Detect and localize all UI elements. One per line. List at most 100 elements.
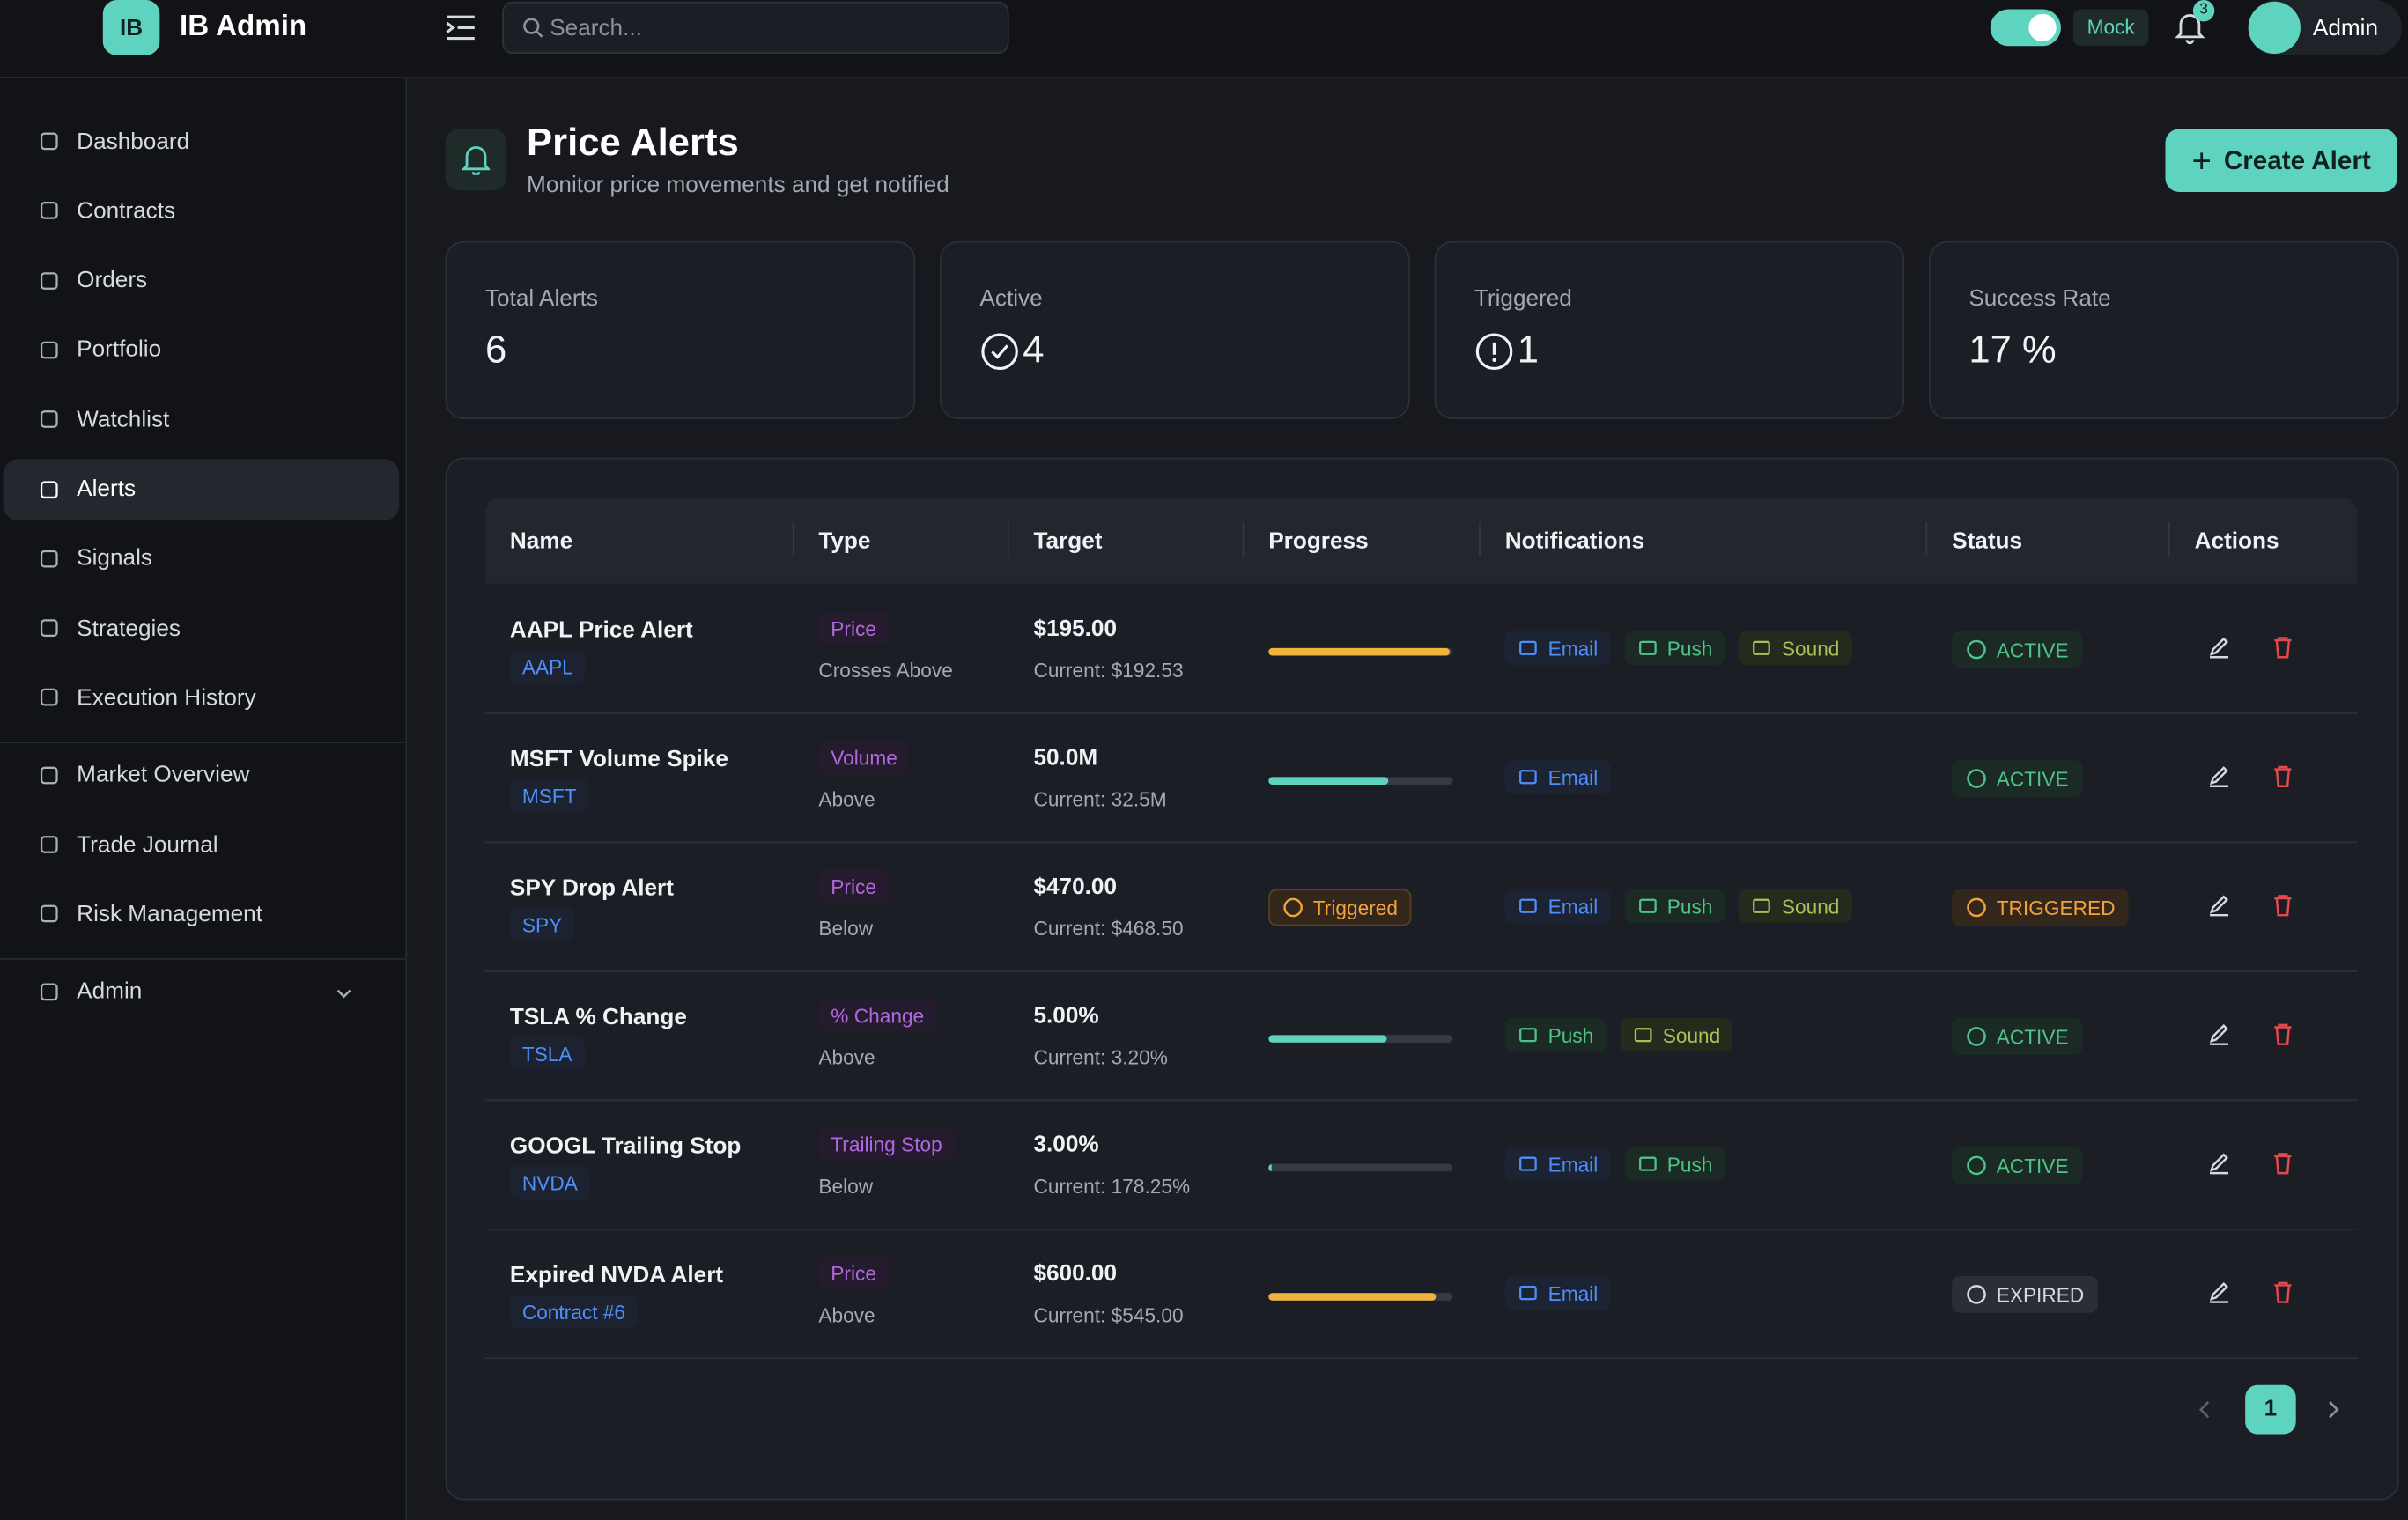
notification-label: Email xyxy=(1547,1281,1599,1305)
nav-label: Watchlist xyxy=(77,406,170,433)
next-page[interactable] xyxy=(2325,1398,2340,1428)
nav-item[interactable]: Admin xyxy=(3,961,399,1022)
page-icon xyxy=(445,129,507,191)
nav-item[interactable]: Portfolio xyxy=(3,319,399,380)
create-alert-button[interactable]: + Create Alert xyxy=(2165,129,2397,192)
table-header xyxy=(484,497,2358,584)
nav-item[interactable]: Strategies xyxy=(3,597,399,659)
stat-label: Total Alerts xyxy=(484,285,598,312)
edit-button[interactable] xyxy=(2207,894,2232,926)
notifications-bell[interactable] xyxy=(2175,11,2205,45)
nav-item[interactable]: Dashboard xyxy=(3,111,399,173)
alert-name: TSLA % Change xyxy=(509,1004,687,1030)
nav-item[interactable]: Market Overview xyxy=(3,744,399,806)
delete-button[interactable] xyxy=(2271,1022,2294,1055)
icon xyxy=(3,548,77,569)
progress-track xyxy=(1268,777,1453,785)
current: Current: 178.25% xyxy=(1033,1174,1191,1199)
nav-item[interactable]: Execution History xyxy=(3,667,399,728)
notification-label: Push xyxy=(1666,894,1713,918)
stat-value: 17 % xyxy=(1969,328,2057,372)
sidebar: IB IB Admin Dashboard Contracts Orders Port… xyxy=(0,0,408,1520)
stat-icon xyxy=(1474,331,1514,371)
delete-button[interactable] xyxy=(2271,1280,2294,1313)
notification-count: 3 xyxy=(2192,0,2215,22)
target: $470.00 xyxy=(1033,874,1118,900)
notification-label: Push xyxy=(1666,636,1713,660)
type-tag: % Change xyxy=(818,998,937,1032)
nav-item[interactable]: Trade Journal xyxy=(3,814,399,875)
type-tag: Price xyxy=(818,610,889,646)
delete-button[interactable] xyxy=(2271,894,2294,926)
icon xyxy=(1636,638,1658,659)
target: 3.00% xyxy=(1033,1132,1099,1158)
delete-button[interactable] xyxy=(2271,636,2294,668)
stat-card: Triggered 1 xyxy=(1434,240,1905,420)
current: Current: $192.53 xyxy=(1033,659,1184,683)
nav-item[interactable]: Signals xyxy=(3,528,399,589)
status-tag: ACTIVE xyxy=(1952,631,2083,668)
notifications: Email Push Sound xyxy=(1504,631,1852,665)
edit-button[interactable] xyxy=(2207,764,2232,797)
type-tag: Volume xyxy=(818,740,910,774)
prev-page[interactable] xyxy=(2197,1398,2212,1428)
edit-button[interactable] xyxy=(2207,1152,2232,1184)
icon xyxy=(3,834,77,855)
search-placeholder: Search... xyxy=(550,14,642,41)
type-tag: Price xyxy=(818,1256,889,1290)
stat-label: Triggered xyxy=(1474,285,1572,312)
symbol-tag: NVDA xyxy=(509,1165,590,1199)
status-label: ACTIVE xyxy=(1996,1154,2069,1177)
column-header: Name xyxy=(509,528,573,555)
progress-bar xyxy=(1268,1293,1437,1301)
page-number[interactable]: 1 xyxy=(2245,1384,2296,1435)
nav-item[interactable]: Contracts xyxy=(3,181,399,242)
delete-button[interactable] xyxy=(2271,1152,2294,1184)
brand: IB IB Admin xyxy=(0,0,406,78)
icon xyxy=(1636,896,1658,917)
mode-toggle[interactable] xyxy=(1990,9,2061,47)
symbol-tag: TSLA xyxy=(509,1036,585,1071)
nav-item[interactable]: Orders xyxy=(3,250,399,312)
notification-label: Sound xyxy=(1781,636,1840,660)
stat-value-row: 17 % xyxy=(1969,328,2056,373)
icon xyxy=(1518,638,1539,659)
row-divider xyxy=(484,970,2358,972)
edit-button[interactable] xyxy=(2207,1280,2232,1313)
nav-item[interactable]: Risk Management xyxy=(3,883,399,945)
nav-label: Strategies xyxy=(77,615,181,642)
delete-button[interactable] xyxy=(2271,764,2294,797)
nav-item[interactable]: Alerts xyxy=(3,458,400,520)
status-tag: ACTIVE xyxy=(1952,760,2083,797)
edit-button[interactable] xyxy=(2207,636,2232,668)
progress-track xyxy=(1268,1035,1453,1043)
notification-tag: Sound xyxy=(1739,889,1852,923)
row-divider xyxy=(484,712,2358,714)
icon xyxy=(1518,766,1539,787)
condition: Above xyxy=(818,787,875,811)
icon xyxy=(3,904,77,925)
icon xyxy=(1282,897,1304,918)
edit-button[interactable] xyxy=(2207,1022,2232,1055)
menu-toggle[interactable] xyxy=(446,14,476,41)
icon xyxy=(1636,1153,1658,1174)
progress-label: Triggered xyxy=(1312,896,1398,919)
nav-divider xyxy=(0,957,406,960)
notification-tag: Push xyxy=(1623,631,1725,665)
notifications: Email Push Sound xyxy=(1504,889,1852,923)
alert-name: SPY Drop Alert xyxy=(509,874,674,902)
nav-item[interactable]: Watchlist xyxy=(3,388,399,450)
stat-value: 1 xyxy=(1517,328,1539,372)
stat-card: Success Rate 17 % xyxy=(1928,240,2399,420)
user-menu[interactable]: Admin xyxy=(2248,0,2403,55)
condition: Above xyxy=(818,1303,875,1327)
status-tag: ACTIVE xyxy=(1952,1018,2083,1055)
alert-name: GOOGL Trailing Stop xyxy=(509,1133,742,1160)
search-box[interactable]: Search... xyxy=(502,1,1009,55)
nav-label: Alerts xyxy=(77,476,137,503)
stat-value-row: 1 xyxy=(1474,328,1539,373)
column-header: Target xyxy=(1033,528,1103,555)
notification-tag: Email xyxy=(1504,1147,1611,1181)
row-divider xyxy=(484,841,2358,844)
